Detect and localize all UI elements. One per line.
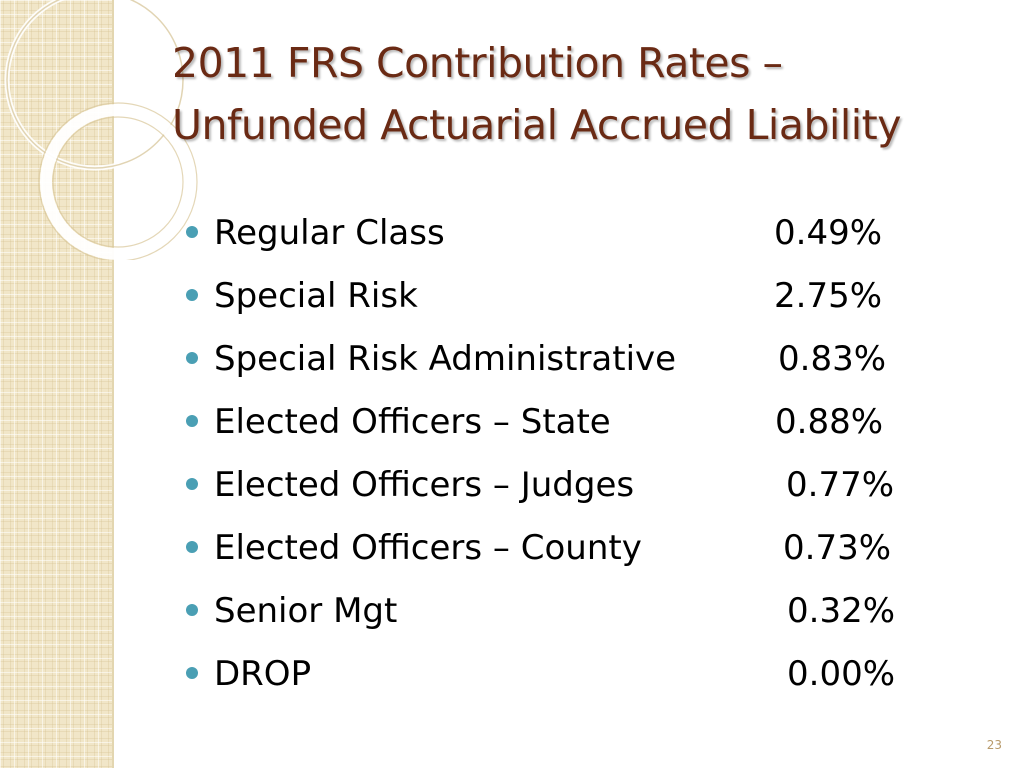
- rate-label: Elected Officers – Judges: [214, 465, 635, 505]
- decorative-side-strip: [0, 0, 112, 768]
- list-item: Regular Class 0.49%: [186, 202, 946, 265]
- bullet-icon: [186, 352, 198, 364]
- rate-value: 0.77%: [786, 465, 895, 505]
- rate-value: 0.32%: [787, 591, 896, 631]
- rate-value: 0.83%: [778, 339, 887, 379]
- rate-label: DROP: [214, 654, 312, 694]
- rate-label: Elected Officers – County: [214, 528, 642, 568]
- rate-label: Special Risk: [214, 276, 418, 316]
- rate-value: 0.49%: [774, 213, 883, 253]
- title-line-2: Unfunded Actuarial Accrued Liability: [172, 101, 902, 149]
- slide-number: 23: [986, 738, 1002, 752]
- rate-label: Elected Officers – State: [214, 402, 611, 442]
- bullet-icon: [186, 415, 198, 427]
- list-item: DROP 0.00%: [186, 643, 946, 706]
- list-item: Senior Mgt 0.32%: [186, 580, 946, 643]
- rate-label: Regular Class: [214, 213, 445, 253]
- rate-value: 2.75%: [774, 276, 883, 316]
- rate-value: 0.88%: [775, 402, 884, 442]
- rate-value: 0.73%: [783, 528, 892, 568]
- side-strip-edge: [112, 0, 114, 768]
- bullet-icon: [186, 667, 198, 679]
- list-item: Special Risk 2.75%: [186, 265, 946, 328]
- list-item: Special Risk Administrative 0.83%: [186, 328, 946, 391]
- bullet-icon: [186, 604, 198, 616]
- bullet-icon: [186, 289, 198, 301]
- rates-list: Regular Class 0.49% Special Risk 2.75% S…: [186, 202, 946, 706]
- slide-title: 2011 FRS Contribution Rates – Unfunded A…: [172, 32, 1002, 156]
- list-item: Elected Officers – County 0.73%: [186, 517, 946, 580]
- rate-label: Special Risk Administrative: [214, 339, 677, 379]
- title-line-1: 2011 FRS Contribution Rates –: [172, 39, 783, 87]
- bullet-icon: [186, 541, 198, 553]
- rate-label: Senior Mgt: [214, 591, 398, 631]
- bullet-icon: [186, 226, 198, 238]
- list-item: Elected Officers – Judges 0.77%: [186, 454, 946, 517]
- bullet-icon: [186, 478, 198, 490]
- list-item: Elected Officers – State 0.88%: [186, 391, 946, 454]
- rate-value: 0.00%: [787, 654, 896, 694]
